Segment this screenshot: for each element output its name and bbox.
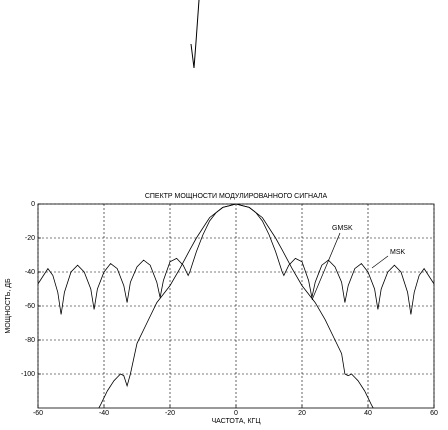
y-tick-label: 0 [31,201,35,208]
chart-title: СПЕКТР МОЩНОСТИ МОДУЛИРОВАННОГО СИГНАЛА [145,193,328,200]
y-tick-label: -20 [25,235,35,242]
y-tick-label: -80 [25,337,35,344]
series-annotation: MSK [390,249,406,256]
series-line [38,204,434,315]
x-tick-label: 40 [364,410,372,417]
x-tick-label: 60 [430,410,438,417]
y-tick-label: -60 [25,303,35,310]
series-annotation: GMSK [332,225,353,232]
annotation-pointer [371,255,389,269]
x-axis-label: ЧАСТОТА, КГЦ [211,418,261,425]
x-tick-label: 0 [234,410,238,417]
x-tick-label: 20 [298,410,306,417]
x-tick-label: -60 [33,410,43,417]
x-tick-label: -20 [165,410,175,417]
y-tick-label: -40 [25,269,35,276]
y-tick-label: -100 [21,371,35,378]
stray-stroke [190,0,200,69]
annotation-pointer [311,232,341,301]
series-line [98,204,374,408]
x-tick-label: -40 [99,410,109,417]
y-axis-label: МОЩНОСТЬ, ДБ [5,278,12,334]
